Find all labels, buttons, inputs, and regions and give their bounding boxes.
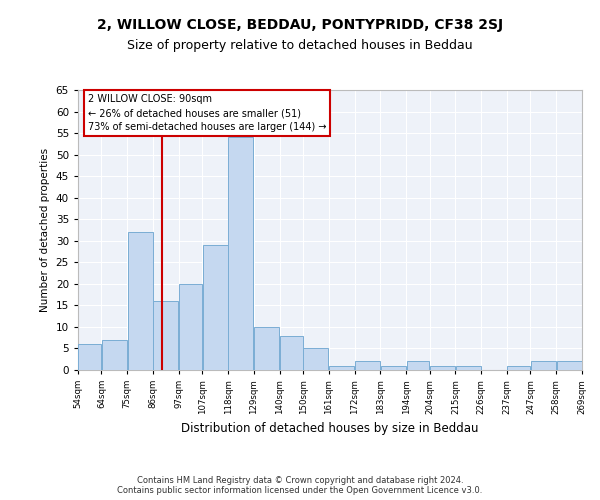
Bar [304, 348, 328, 370]
Bar [254, 327, 279, 370]
Text: 2 WILLOW CLOSE: 90sqm
← 26% of detached houses are smaller (51)
73% of semi-deta: 2 WILLOW CLOSE: 90sqm ← 26% of detached … [88, 94, 326, 132]
Bar [407, 362, 429, 370]
Bar [381, 366, 406, 370]
Bar [430, 366, 455, 370]
Bar [531, 362, 556, 370]
Y-axis label: Number of detached properties: Number of detached properties [40, 148, 50, 312]
Bar [229, 138, 253, 370]
Text: Contains HM Land Registry data © Crown copyright and database right 2024.
Contai: Contains HM Land Registry data © Crown c… [118, 476, 482, 495]
Bar [557, 362, 581, 370]
Bar [179, 284, 202, 370]
Bar [203, 245, 227, 370]
Bar [456, 366, 481, 370]
Bar [280, 336, 302, 370]
X-axis label: Distribution of detached houses by size in Beddau: Distribution of detached houses by size … [181, 422, 479, 435]
Bar [508, 366, 530, 370]
Bar [79, 344, 101, 370]
Bar [355, 362, 380, 370]
Text: 2, WILLOW CLOSE, BEDDAU, PONTYPRIDD, CF38 2SJ: 2, WILLOW CLOSE, BEDDAU, PONTYPRIDD, CF3… [97, 18, 503, 32]
Bar [128, 232, 152, 370]
Bar [102, 340, 127, 370]
Bar [329, 366, 354, 370]
Bar [154, 301, 178, 370]
Text: Size of property relative to detached houses in Beddau: Size of property relative to detached ho… [127, 39, 473, 52]
